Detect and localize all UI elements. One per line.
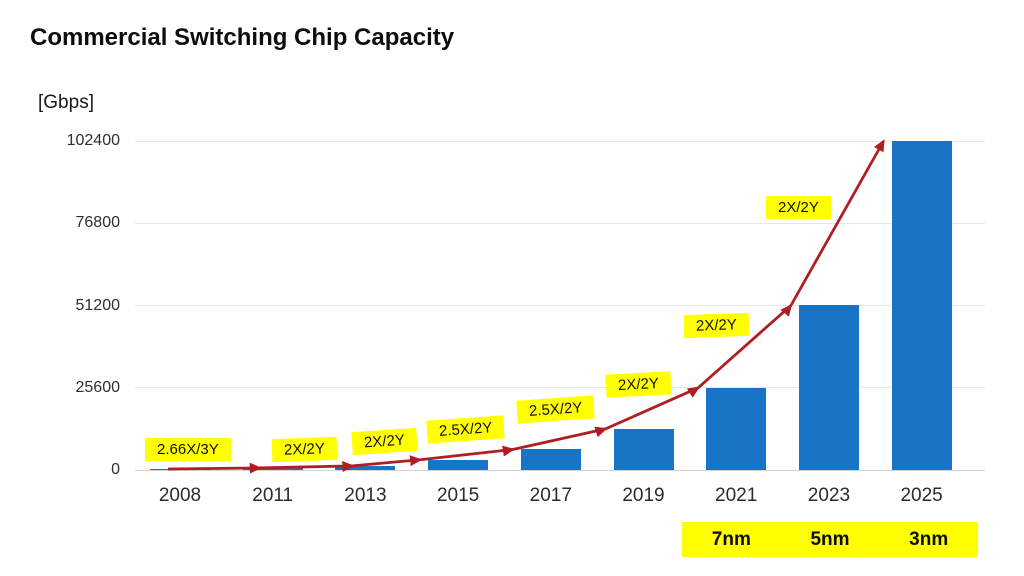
- y-axis-tick-label: 0: [111, 461, 120, 478]
- gridline: [135, 222, 985, 224]
- bar-2015: [428, 460, 489, 470]
- x-axis-label-2023: 2023: [807, 485, 851, 506]
- x-axis-label-2019: 2019: [622, 485, 665, 506]
- bar-2021: [706, 388, 767, 470]
- y-axis-tick-label: 76800: [75, 214, 121, 232]
- growth-callout-2023-2025: 2X/2Y: [766, 196, 831, 219]
- growth-callout-2015-2017: 2.5X/2Y: [426, 415, 506, 444]
- bar-2025: [891, 141, 952, 470]
- bar-2013: [335, 466, 396, 470]
- process-node-band: 7nm 5nm 3nm: [682, 522, 978, 557]
- growth-callout-2021-2023: 2X/2Y: [683, 312, 750, 339]
- growth-callout-2017-2019: 2.5X/2Y: [516, 395, 596, 424]
- bar-2011: [242, 468, 303, 470]
- bar-2008: [150, 469, 210, 470]
- x-axis-label-2008: 2008: [158, 485, 202, 506]
- x-axis-label-2011: 2011: [252, 485, 294, 506]
- process-node-label-2025: 3nm: [909, 528, 949, 550]
- growth-callout-2013-2015: 2X/2Y: [351, 427, 418, 456]
- y-axis-tick-label: 51200: [75, 296, 121, 314]
- y-axis-unit-label: [Gbps]: [38, 92, 94, 113]
- x-axis-label-2013: 2013: [344, 485, 387, 506]
- x-axis-label-2015: 2015: [436, 485, 480, 506]
- bar-2023: [798, 305, 859, 470]
- x-axis-label-2025: 2025: [900, 485, 943, 506]
- y-axis-tick-label: 102400: [66, 132, 120, 149]
- gridline: [135, 140, 985, 142]
- y-axis-tick-label: 25600: [75, 378, 121, 396]
- growth-callout-2008-2011: 2.66X/3Y: [145, 438, 231, 461]
- bar-2019: [613, 429, 674, 470]
- process-node-label-2021: 7nm: [711, 528, 751, 550]
- growth-callout-2019-2021: 2X/2Y: [605, 371, 672, 398]
- process-node-label-2023: 5nm: [810, 528, 850, 550]
- x-axis-label-2021: 2021: [715, 485, 758, 506]
- growth-callout-2011-2013: 2X/2Y: [271, 436, 338, 463]
- chart-title: Commercial Switching Chip Capacity: [30, 24, 455, 51]
- x-axis-label-2017: 2017: [529, 485, 572, 506]
- bar-2017: [520, 449, 581, 470]
